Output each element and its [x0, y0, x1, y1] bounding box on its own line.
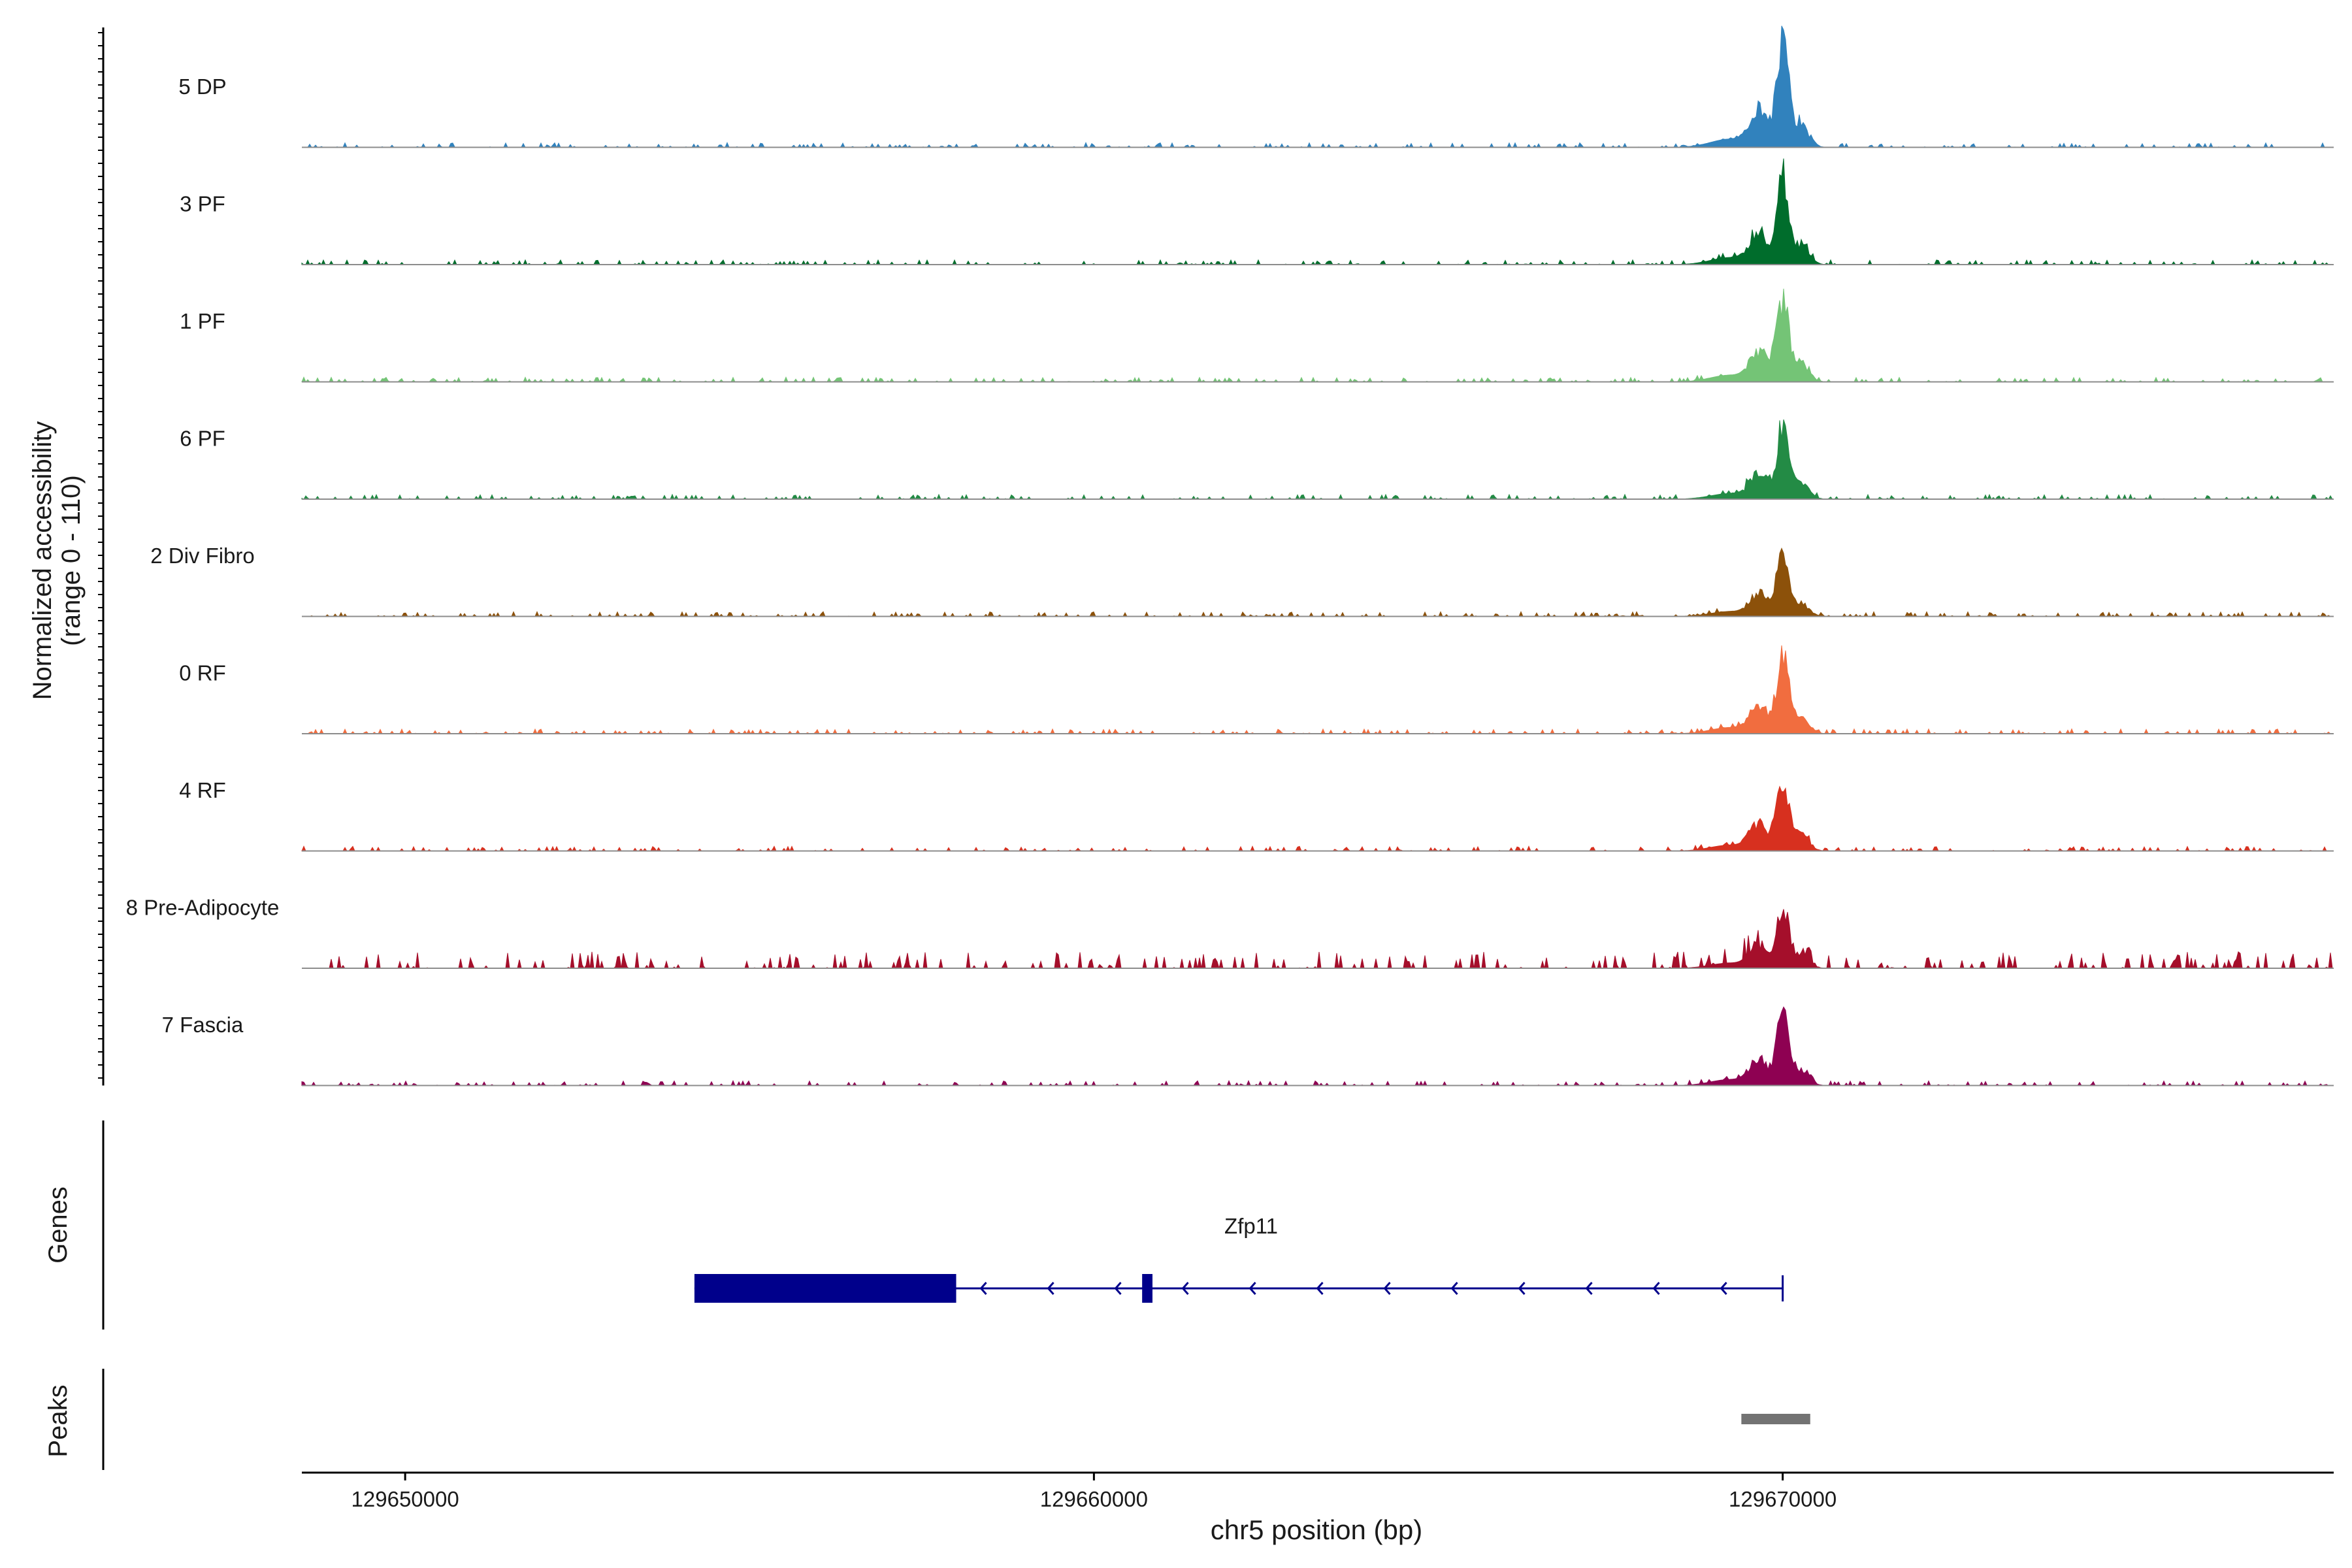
track-1: 3 PF: [180, 158, 2334, 266]
track-5: 0 RF: [179, 645, 2334, 735]
track-label: 2 Div Fibro: [150, 544, 255, 568]
gene-exon: [694, 1274, 956, 1303]
coverage-area: [302, 25, 2334, 148]
coverage-area: [302, 909, 2334, 970]
x-tick-label: 129670000: [1729, 1487, 1837, 1511]
strand-arrow: [1518, 1282, 1526, 1295]
track-label: 0 RF: [179, 661, 226, 685]
track-4: 2 Div Fibro: [150, 544, 2334, 617]
strand-arrow: [979, 1282, 987, 1295]
track-label: 1 PF: [180, 309, 225, 333]
track-8: 7 Fascia: [162, 1006, 2334, 1086]
peaks-panel: [102, 1369, 1810, 1470]
coverage-tracks: 5 DP 3 PF 1 PF 6 PF 2 Div Fibro 0 RF 4 RF 8 Pre…: [98, 25, 2334, 1086]
track-label: 5 DP: [178, 74, 226, 99]
track-0: 5 DP: [178, 25, 2334, 148]
coverage-area: [302, 547, 2334, 617]
gene-exon: [1142, 1274, 1152, 1303]
x-axis-title: chr5 position (bp): [1211, 1514, 1423, 1545]
coverage-area: [301, 288, 2334, 383]
track-7: 8 Pre-Adipocyte: [126, 896, 2334, 970]
x-axis: 129650000 129660000 129670000: [302, 1471, 2334, 1511]
peaks-panel-title: Peaks: [44, 1384, 73, 1457]
coverage-area: [301, 158, 2334, 266]
genes-panel: Zfp11: [102, 1120, 1784, 1330]
strand-arrow: [1383, 1282, 1391, 1295]
y-axis-title-line2: (range 0 - 110): [57, 475, 86, 646]
coverage-area: [301, 785, 2334, 852]
strand-arrow: [1249, 1282, 1256, 1295]
y-axis-title-line1: Normalized accessibility: [28, 421, 57, 700]
coverage-area: [301, 419, 2334, 500]
coverage-area: [301, 1006, 2334, 1086]
strand-arrow: [1181, 1282, 1189, 1295]
strand-arrow: [1114, 1282, 1122, 1295]
coverage-area: [302, 645, 2334, 735]
track-label: 7 Fascia: [162, 1013, 244, 1037]
strand-arrow: [1652, 1282, 1660, 1295]
strand-arrow: [1316, 1282, 1324, 1295]
strand-arrow: [1047, 1282, 1054, 1295]
gene-name: Zfp11: [1224, 1214, 1278, 1238]
track-label: 4 RF: [179, 778, 226, 802]
track-6: 4 RF: [179, 778, 2334, 852]
track-label: 3 PF: [180, 192, 225, 216]
genes-panel-title: Genes: [44, 1186, 73, 1264]
x-tick-label: 129650000: [351, 1487, 459, 1511]
peak-region: [1741, 1414, 1810, 1424]
track-label: 8 Pre-Adipocyte: [126, 896, 280, 920]
strand-arrow: [1585, 1282, 1593, 1295]
track-2: 1 PF: [180, 288, 2334, 383]
strand-arrow: [1720, 1282, 1727, 1295]
track-3: 6 PF: [180, 419, 2334, 500]
strand-arrow: [1450, 1282, 1458, 1295]
track-label: 6 PF: [180, 427, 225, 451]
x-tick-label: 129660000: [1040, 1487, 1148, 1511]
